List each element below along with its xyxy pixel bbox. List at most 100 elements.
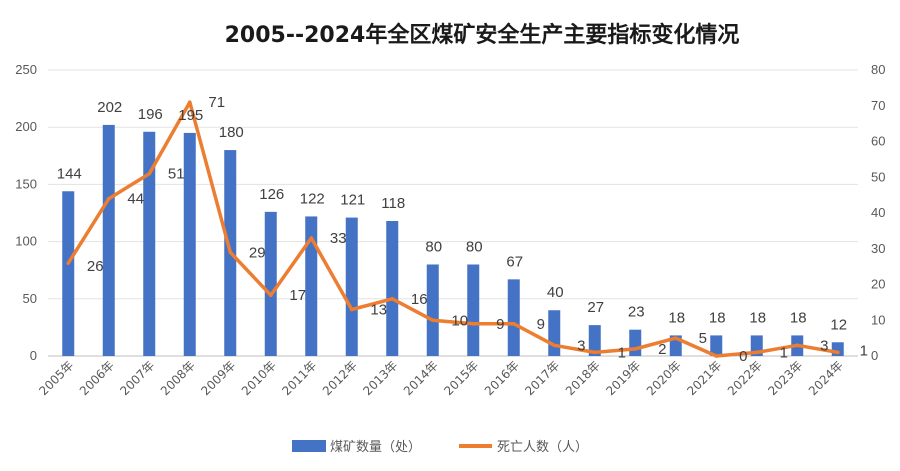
bar-data-label: 23 xyxy=(628,304,645,321)
right-tick-label: 70 xyxy=(871,98,885,113)
line-data-label: 44 xyxy=(127,191,144,208)
bar xyxy=(548,310,561,356)
bar-data-label: 196 xyxy=(138,106,163,123)
line-data-label: 71 xyxy=(208,94,225,111)
right-tick-label: 10 xyxy=(871,312,885,327)
bar xyxy=(386,221,399,356)
line-data-label: 26 xyxy=(87,258,104,275)
bar-data-label: 18 xyxy=(709,309,726,326)
line-data-label: 0 xyxy=(739,348,747,365)
right-tick-label: 20 xyxy=(871,277,885,292)
x-tick-label: 2023年 xyxy=(765,358,805,398)
line-point xyxy=(552,343,557,348)
bar-data-labels: 144 202 196 195 180 126 122 121 118 80 80 67 40 27 23 1… xyxy=(57,99,847,333)
line-data-label: 1 xyxy=(618,344,626,361)
bar xyxy=(264,211,277,356)
bar-data-label: 118 xyxy=(381,195,405,212)
bar xyxy=(507,279,520,356)
x-tick-label: 2021年 xyxy=(684,358,724,398)
left-tick-label: 100 xyxy=(15,234,37,249)
line-data-label: 16 xyxy=(411,291,428,308)
x-axis: 2005年 2006年 2007年 2008年 2009年 2010年 2011年 2012年… xyxy=(36,358,845,398)
x-tick-label: 2009年 xyxy=(198,358,238,398)
bar xyxy=(62,191,75,356)
line-point xyxy=(187,100,192,104)
line-point xyxy=(511,322,516,326)
bar-data-label: 126 xyxy=(259,186,284,203)
line-data-label: 1 xyxy=(780,344,788,361)
right-axis: 0 10 20 30 40 50 60 70 80 xyxy=(871,62,885,363)
legend-line-label: 死亡人数（人） xyxy=(497,440,588,455)
line-point xyxy=(228,250,233,255)
bar-data-label: 80 xyxy=(425,238,442,255)
bar xyxy=(629,329,642,356)
right-tick-label: 60 xyxy=(871,134,885,149)
x-tick-label: 2015年 xyxy=(441,358,481,398)
bar-data-label: 122 xyxy=(300,190,325,207)
line-point xyxy=(309,236,314,240)
bar xyxy=(426,264,439,356)
line-point xyxy=(633,347,638,351)
x-tick-label: 2010年 xyxy=(239,358,279,398)
line-point xyxy=(754,350,759,355)
x-tick-label: 2012年 xyxy=(320,358,360,398)
bar xyxy=(345,217,358,356)
bar-data-label: 80 xyxy=(466,238,483,255)
x-tick-label: 2011年 xyxy=(279,358,319,398)
line-point xyxy=(106,196,111,201)
bar-data-label: 180 xyxy=(219,124,244,141)
bar-data-label: 121 xyxy=(340,192,365,209)
bar xyxy=(467,264,480,356)
line-data-label: 3 xyxy=(577,337,585,354)
line-data-label: 29 xyxy=(249,244,266,261)
line-point xyxy=(835,350,840,355)
right-tick-label: 0 xyxy=(871,348,878,363)
legend: 煤矿数量（处） 死亡人数（人） xyxy=(292,440,588,455)
x-tick-label: 2019年 xyxy=(603,358,643,398)
line-data-label: 5 xyxy=(699,330,707,347)
line-data-label: 3 xyxy=(820,337,828,354)
right-tick-label: 40 xyxy=(871,205,885,220)
bar-data-label: 18 xyxy=(749,309,766,326)
left-tick-label: 50 xyxy=(23,291,37,306)
line-point xyxy=(268,293,273,298)
bar-data-label: 27 xyxy=(587,299,604,316)
bar xyxy=(305,216,318,356)
x-tick-label: 2005年 xyxy=(36,358,76,398)
legend-bar-swatch xyxy=(292,440,326,452)
x-tick-label: 2013年 xyxy=(360,358,400,398)
bar-data-label: 40 xyxy=(547,284,564,301)
bar xyxy=(102,124,115,356)
right-tick-label: 50 xyxy=(871,169,885,184)
line-point xyxy=(714,354,719,358)
x-tick-label: 2008年 xyxy=(158,358,198,398)
line-point xyxy=(795,343,800,348)
line-point xyxy=(66,261,71,265)
line-data-label: 9 xyxy=(496,316,504,333)
bar xyxy=(183,132,196,356)
line-data-label: 10 xyxy=(451,312,468,329)
bar-data-label: 144 xyxy=(57,165,82,182)
left-tick-label: 0 xyxy=(30,348,37,363)
left-axis: 0 50 100 150 200 250 xyxy=(15,62,37,363)
line-data-label: 9 xyxy=(537,316,545,333)
right-tick-label: 30 xyxy=(871,241,885,256)
line-data-label: 13 xyxy=(370,302,387,319)
x-tick-label: 2007年 xyxy=(117,358,157,398)
line-data-label: 51 xyxy=(168,166,185,183)
bar xyxy=(710,335,723,356)
x-tick-label: 2020年 xyxy=(644,358,684,398)
x-tick-label: 2016年 xyxy=(482,358,522,398)
x-tick-label: 2017年 xyxy=(522,358,562,398)
bar xyxy=(588,325,601,356)
x-tick-label: 2014年 xyxy=(401,358,441,398)
bar-data-label: 12 xyxy=(830,316,847,333)
line-point xyxy=(390,297,395,301)
chart-title: 2005--2024年全区煤矿安全生产主要指标变化情况 xyxy=(225,22,740,48)
line-point xyxy=(430,318,435,323)
bar-data-label: 67 xyxy=(506,253,523,270)
line-point xyxy=(592,350,597,355)
bar xyxy=(143,131,156,356)
